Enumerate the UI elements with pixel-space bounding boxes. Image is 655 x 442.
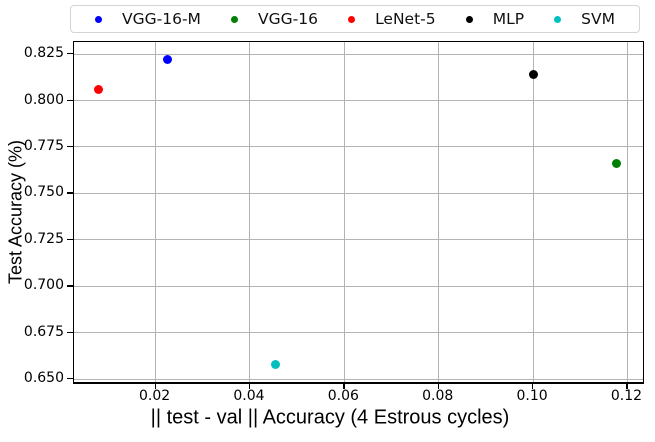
y-tick-mark	[67, 145, 73, 148]
x-gridline	[343, 42, 345, 382]
x-gridline	[626, 42, 628, 382]
data-point-svm	[271, 359, 281, 369]
y-tick-mark	[67, 331, 73, 333]
legend-marker-icon	[348, 15, 356, 23]
y-tick-mark	[67, 99, 73, 101]
x-tick-mark	[154, 383, 156, 389]
legend-entry-mlp: MLP	[465, 10, 525, 28]
data-point-vgg-16	[611, 159, 621, 169]
y-tick-label: 0.700	[23, 277, 64, 294]
y-tick-mark	[67, 285, 73, 287]
x-tick-label: 0.02	[139, 388, 171, 404]
data-point-vgg-16-m	[163, 55, 173, 65]
y-tick-mark	[67, 53, 73, 55]
y-gridline	[74, 332, 643, 334]
x-tick-mark	[626, 383, 628, 389]
x-axis-title: || test - val || Accuracy (4 Estrous cyc…	[150, 406, 510, 429]
x-tick-mark	[532, 383, 534, 389]
y-gridline	[74, 53, 643, 55]
y-gridline	[74, 378, 643, 380]
y-axis-title: Test Accuracy (%)	[5, 139, 26, 285]
y-gridline	[74, 100, 643, 102]
y-gridline	[74, 239, 643, 241]
x-tick-mark	[343, 383, 345, 389]
y-tick-label: 0.825	[23, 45, 64, 62]
x-gridline	[532, 42, 534, 382]
legend-marker-icon	[554, 15, 562, 23]
legend-label: VGG-16-M	[122, 10, 201, 28]
y-gridline	[74, 146, 643, 148]
data-point-mlp	[528, 70, 538, 79]
legend-marker-icon	[231, 15, 239, 23]
legend-label: LeNet-5	[375, 10, 436, 28]
x-tick-label: 0.04	[233, 388, 265, 404]
legend: VGG-16-M VGG-16 LeNet-5 MLP SVM	[70, 5, 640, 33]
y-gridline	[74, 192, 643, 194]
x-gridline	[249, 42, 251, 382]
y-tick-label: 0.650	[23, 370, 64, 387]
y-tick-label: 0.725	[23, 230, 64, 247]
legend-entry-vgg-16: VGG-16	[231, 10, 318, 28]
y-tick-label: 0.800	[23, 91, 64, 108]
y-tick-label: 0.775	[23, 137, 64, 154]
x-tick-mark	[248, 383, 251, 389]
legend-label: SVM	[581, 10, 615, 28]
x-tick-label: 0.06	[327, 388, 359, 404]
y-tick-mark	[67, 238, 73, 241]
legend-label: VGG-16	[258, 10, 318, 28]
data-point-lenet-5	[93, 84, 103, 94]
legend-marker-icon	[95, 15, 102, 23]
x-tick-label: 0.10	[516, 388, 548, 404]
legend-entry-lenet-5: LeNet-5	[348, 10, 436, 28]
x-tick-label: 0.12	[610, 388, 643, 404]
y-tick-label: 0.750	[23, 184, 64, 201]
x-tick-mark	[437, 383, 439, 389]
legend-entry-svm: SVM	[554, 10, 615, 28]
y-tick-mark	[67, 192, 73, 194]
x-gridline	[155, 42, 157, 382]
y-tick-mark	[67, 378, 73, 380]
plot-area	[73, 41, 644, 384]
x-tick-label: 0.08	[422, 388, 454, 404]
legend-label: MLP	[492, 10, 525, 28]
y-gridline	[74, 285, 643, 287]
legend-entry-vgg-16-m: VGG-16-M	[95, 10, 201, 28]
y-tick-label: 0.675	[23, 323, 64, 340]
x-gridline	[438, 42, 440, 382]
legend-marker-icon	[465, 15, 473, 23]
